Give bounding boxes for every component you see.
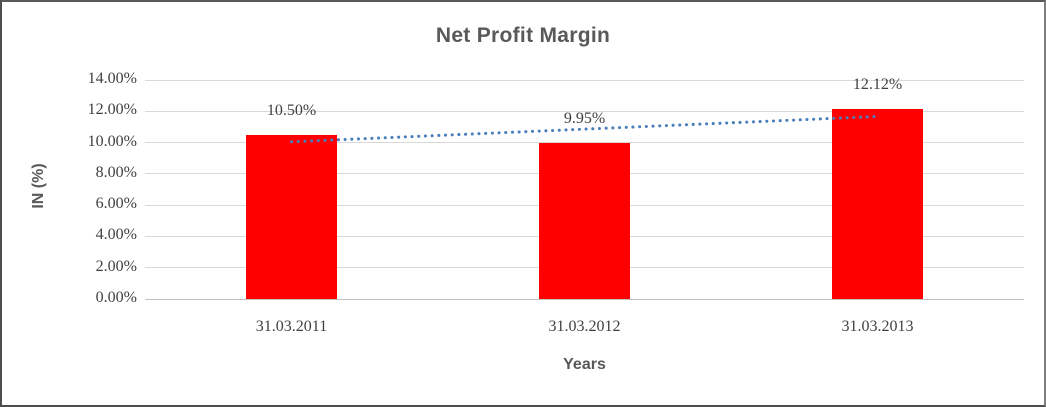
bar-31.03.2012[interactable] <box>539 143 630 299</box>
y-tick-label: 6.00% <box>95 195 137 213</box>
x-tick-label: 31.03.2011 <box>255 318 328 335</box>
y-tick-label: 10.00% <box>87 132 137 150</box>
bar-31.03.2011[interactable] <box>246 134 337 299</box>
x-axis-line <box>145 298 1024 300</box>
y-tick-label: 4.00% <box>95 226 137 244</box>
data-label: 12.12% <box>852 76 903 94</box>
chart-title: Net Profit Margin <box>435 24 611 47</box>
y-tick-label: 12.00% <box>87 101 137 119</box>
x-tick-label: 31.03.2012 <box>548 318 621 335</box>
y-tick-label: 14.00% <box>87 70 137 87</box>
gridline <box>145 110 1024 112</box>
bar-31.03.2013[interactable] <box>832 109 923 299</box>
y-tick-label: 8.00% <box>95 163 137 181</box>
data-label: 9.95% <box>563 110 606 128</box>
x-tick-label: 31.03.2013 <box>841 318 914 335</box>
x-axis-title: Years <box>563 356 606 373</box>
y-tick-label: 0.00% <box>95 289 137 306</box>
y-tick-label: 2.00% <box>95 257 137 275</box>
gridline <box>145 79 1024 81</box>
data-label: 10.50% <box>266 101 317 119</box>
